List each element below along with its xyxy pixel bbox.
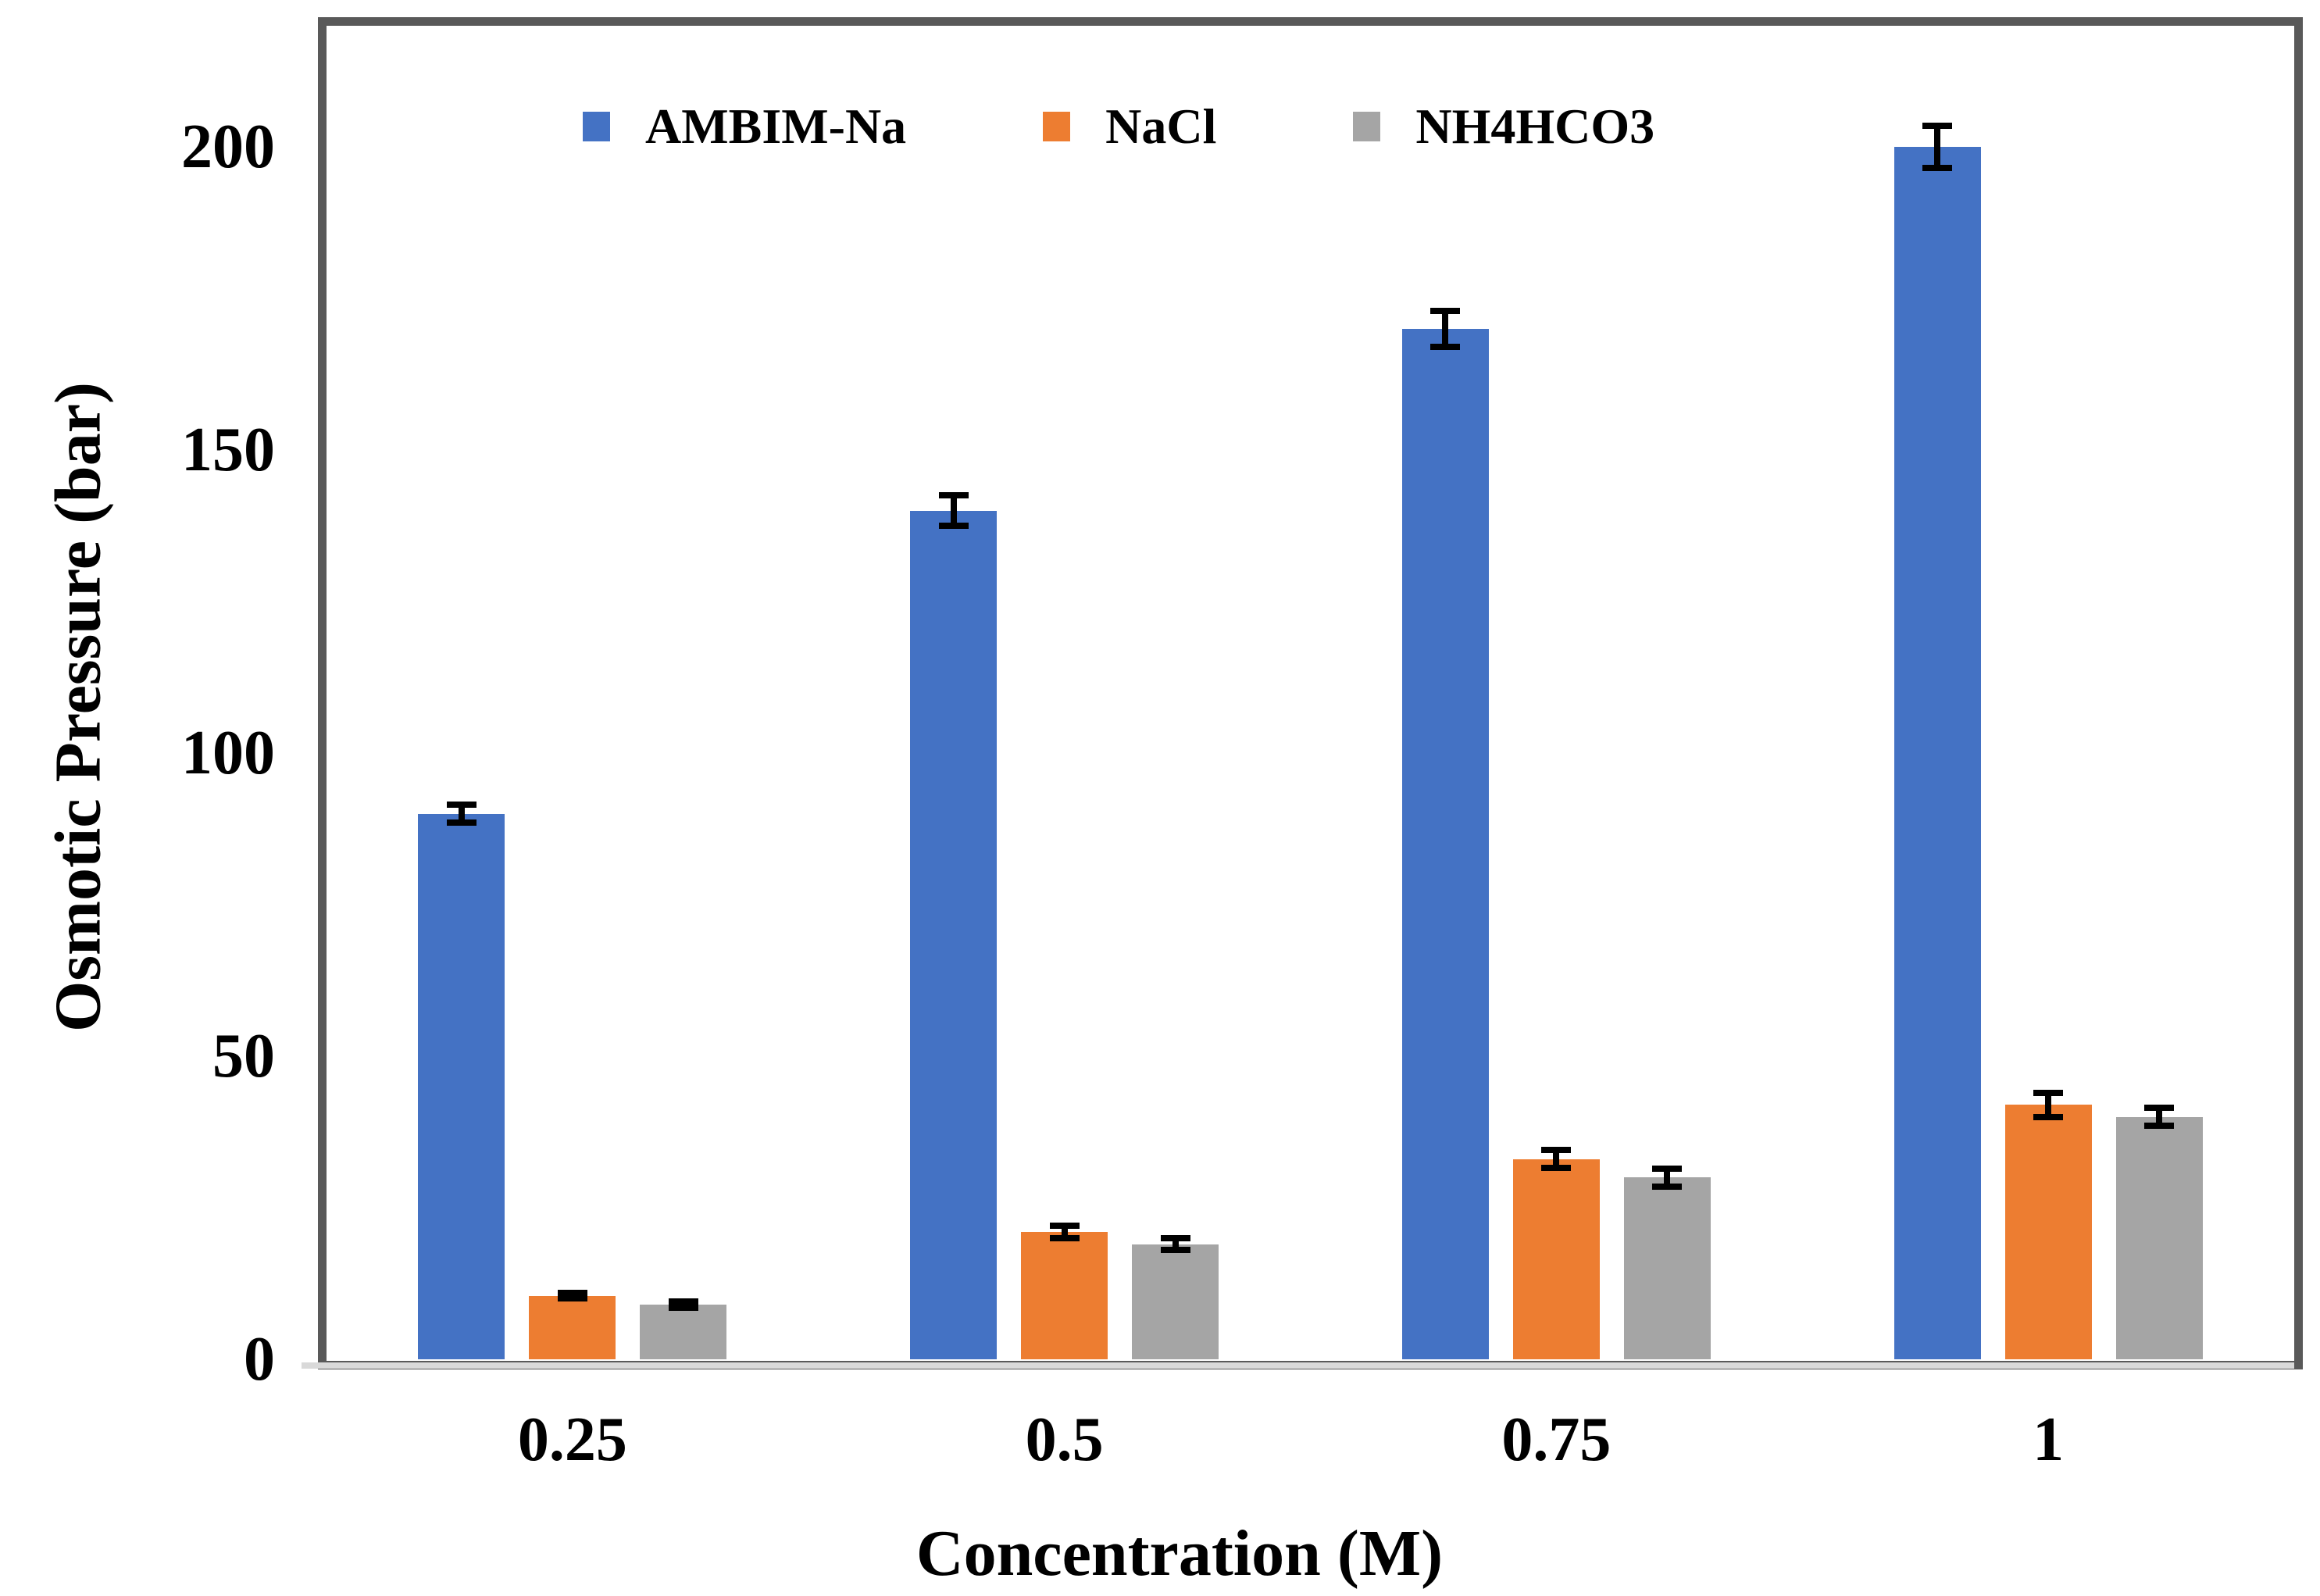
y-tick-label: 150 <box>181 416 275 485</box>
error-bar-line <box>458 802 465 827</box>
y-tick-label: 200 <box>181 112 275 182</box>
error-bar-line <box>2156 1105 2163 1130</box>
bar-NH4HCO3-1 <box>2115 1116 2203 1359</box>
error-bar-line <box>1934 123 1941 172</box>
error-bar-line <box>1442 307 1449 351</box>
error-bar-cap-top <box>1049 1223 1080 1230</box>
error-bar-cap-bottom <box>446 819 476 827</box>
y-tick-label: 50 <box>212 1022 275 1091</box>
legend-item-NH4HCO3: NH4HCO3 <box>1353 97 1654 156</box>
error-bar-cap-bottom <box>668 1304 698 1311</box>
bar-NaCl-0.25 <box>529 1295 616 1359</box>
x-axis-line <box>302 1362 2294 1369</box>
bar-AMBIM-Na-0.25 <box>418 813 505 1359</box>
x-tick-label: 1 <box>2033 1405 2065 1474</box>
legend-item-AMBIM-Na: AMBIM-Na <box>583 97 906 156</box>
legend-label: NaCl <box>1105 98 1217 154</box>
legend-marker-icon <box>583 112 610 141</box>
error-bar-cap-bottom <box>2144 1123 2175 1130</box>
bar-NH4HCO3-0.5 <box>1132 1244 1219 1359</box>
error-bar-cap-top <box>1160 1234 1190 1241</box>
bar-AMBIM-Na-0.5 <box>910 510 998 1359</box>
bar-AMBIM-Na-1 <box>1893 147 1981 1359</box>
error-bar-cap-top <box>1541 1147 1572 1154</box>
error-bar-line <box>2045 1089 2052 1120</box>
error-bar-cap-bottom <box>1652 1183 1683 1190</box>
legend-label: AMBIM-Na <box>645 98 907 154</box>
error-bar-cap-bottom <box>1922 165 1953 172</box>
error-bar-cap-top <box>1922 123 1953 130</box>
legend: AMBIM-Na NaCl NH4HCO3 <box>583 97 1654 156</box>
error-bar-cap-top <box>1430 307 1461 314</box>
y-axis-title: Osmotic Pressure (bar) <box>41 381 115 1033</box>
legend-marker-icon <box>1043 112 1071 141</box>
error-bar-cap-top <box>2144 1105 2175 1112</box>
error-bar-line <box>1553 1147 1560 1172</box>
bar-NaCl-0.5 <box>1021 1232 1108 1359</box>
x-tick-label: 0.5 <box>1025 1405 1104 1474</box>
legend-item-NaCl: NaCl <box>1043 97 1216 156</box>
error-bar-cap-top <box>1652 1165 1683 1172</box>
error-bar-cap-bottom <box>557 1295 587 1302</box>
error-bar-cap-bottom <box>1049 1234 1080 1241</box>
error-bar-cap-top <box>446 802 476 809</box>
error-bar-cap-top <box>668 1298 698 1305</box>
x-tick-label: 0.25 <box>517 1405 627 1474</box>
legend-marker-icon <box>1353 112 1381 141</box>
error-bar-line <box>1172 1234 1179 1254</box>
error-bar-cap-bottom <box>1160 1247 1190 1254</box>
x-axis-title: Concentration (M) <box>916 1517 1444 1590</box>
y-tick-label: 0 <box>244 1325 275 1394</box>
x-tick-label: 0.75 <box>1501 1405 1612 1474</box>
error-bar-cap-bottom <box>1430 344 1461 351</box>
error-bar-cap-top <box>938 492 969 499</box>
plot-inner <box>327 26 2294 1359</box>
error-bar-cap-bottom <box>1541 1165 1572 1172</box>
error-bar-line <box>1061 1223 1068 1241</box>
bar-NH4HCO3-0.25 <box>640 1305 727 1359</box>
bar-NaCl-1 <box>2004 1105 2092 1359</box>
bar-NH4HCO3-0.75 <box>1623 1177 1711 1359</box>
bar-AMBIM-Na-0.75 <box>1401 328 1489 1359</box>
y-tick-label: 100 <box>181 719 275 788</box>
bar-NaCl-0.75 <box>1512 1159 1600 1359</box>
legend-label: NH4HCO3 <box>1415 98 1655 154</box>
error-bar-cap-bottom <box>2033 1113 2064 1120</box>
error-bar-line <box>1664 1165 1671 1190</box>
error-bar-cap-top <box>2033 1089 2064 1096</box>
error-bar-cap-bottom <box>938 523 969 529</box>
error-bar-cap-top <box>557 1289 587 1296</box>
error-bar-line <box>950 492 957 529</box>
